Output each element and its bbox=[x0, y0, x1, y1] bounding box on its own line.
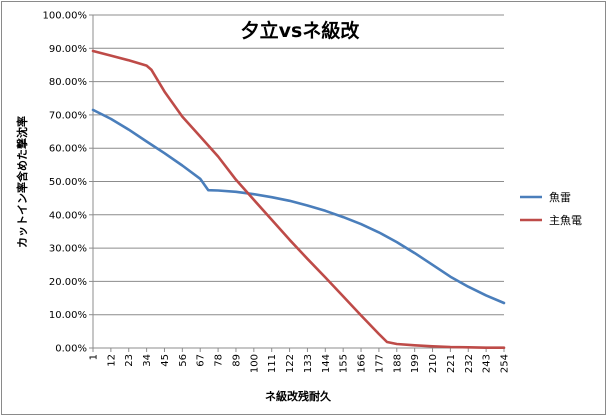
gridlines bbox=[93, 14, 504, 316]
x-tick-label: 188 bbox=[392, 354, 403, 373]
y-tick-label: 70.00% bbox=[49, 110, 87, 121]
x-tick-label: 232 bbox=[464, 354, 475, 373]
x-tick-label: 1 bbox=[89, 354, 100, 360]
y-axis-ticks: 0.00% 10.00% 20.00% 30.00% 40.00% 50.00% 60.00… bbox=[43, 11, 93, 355]
x-tick-label: 177 bbox=[374, 354, 385, 373]
x-tick-label: 210 bbox=[428, 354, 439, 373]
x-axis-ticks: 1 12 23 34 45 56 67 78 89 100 111 122 133 144 155 166 17… bbox=[89, 348, 511, 373]
legend-label: 主魚電 bbox=[549, 214, 582, 227]
x-tick-label: 199 bbox=[410, 354, 421, 373]
x-axis-title: ネ級改残耐久 bbox=[265, 389, 332, 403]
y-tick-label: 100.00% bbox=[43, 11, 88, 22]
x-tick-label: 111 bbox=[267, 354, 278, 373]
x-tick-label: 89 bbox=[231, 354, 242, 367]
x-tick-label: 67 bbox=[196, 354, 207, 367]
x-tick-label: 155 bbox=[339, 354, 350, 373]
x-tick-label: 34 bbox=[142, 354, 153, 367]
y-tick-label: 80.00% bbox=[49, 77, 87, 88]
x-tick-label: 45 bbox=[160, 354, 171, 367]
y-axis-title: カットイン率含めた撃沈率 bbox=[15, 116, 29, 248]
y-tick-label: 60.00% bbox=[49, 144, 87, 155]
x-tick-label: 221 bbox=[446, 354, 457, 373]
x-tick-label: 122 bbox=[285, 354, 296, 373]
x-tick-label: 23 bbox=[124, 354, 135, 367]
x-tick-label: 56 bbox=[178, 354, 189, 367]
y-tick-label: 50.00% bbox=[49, 177, 87, 188]
series-lines bbox=[91, 49, 506, 349]
x-tick-label: 133 bbox=[303, 354, 314, 373]
y-tick-label: 90.00% bbox=[49, 44, 87, 55]
series-line bbox=[91, 108, 506, 305]
x-tick-label: 144 bbox=[321, 354, 332, 373]
legend-label: 魚雷 bbox=[549, 191, 571, 204]
y-tick-label: 40.00% bbox=[49, 210, 87, 221]
chart-title: 夕立vsネ級改 bbox=[241, 19, 361, 42]
x-tick-label: 166 bbox=[357, 354, 368, 373]
x-tick-label: 100 bbox=[249, 354, 260, 373]
axes bbox=[92, 15, 504, 349]
y-tick-label: 30.00% bbox=[49, 244, 87, 255]
y-tick-label: 10.00% bbox=[49, 310, 87, 321]
x-tick-label: 254 bbox=[500, 354, 511, 373]
y-tick-label: 20.00% bbox=[49, 277, 87, 288]
x-tick-label: 78 bbox=[214, 354, 225, 367]
x-tick-label: 12 bbox=[106, 354, 117, 367]
x-tick-label: 243 bbox=[482, 354, 493, 373]
series-line bbox=[91, 49, 506, 349]
y-tick-label: 0.00% bbox=[55, 344, 87, 355]
